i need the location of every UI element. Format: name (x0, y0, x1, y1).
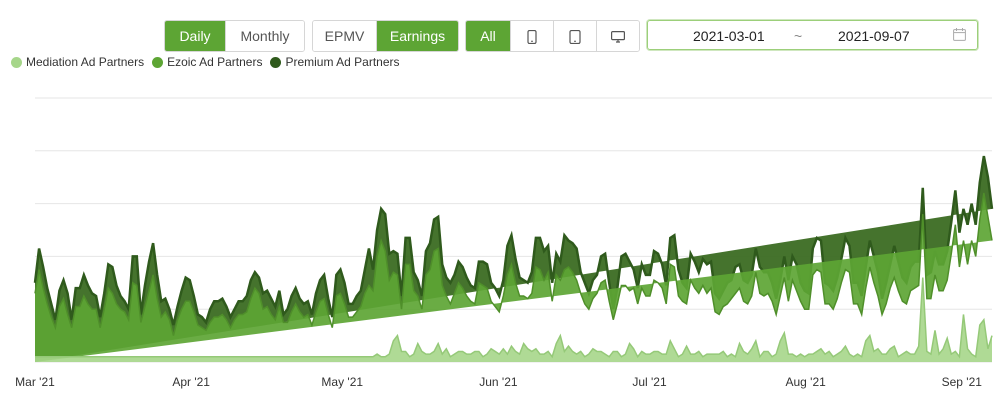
x-tick-label: Jul '21 (632, 375, 667, 389)
date-range-end[interactable]: 2021-09-07 (838, 28, 910, 44)
chart-legend: Mediation Ad Partners Ezoic Ad Partners … (11, 54, 408, 70)
date-range-picker[interactable]: 2021-03-01 ~ 2021-09-07 (647, 20, 978, 50)
toolbar: Daily Monthly EPMV Earnings All 2021-03-… (0, 20, 1000, 52)
desktop-icon (611, 31, 626, 43)
x-tick-label: Apr '21 (172, 375, 210, 389)
area-series-mediation (35, 277, 992, 362)
device-toggle: All (465, 20, 640, 52)
legend-dot-icon (270, 56, 282, 68)
legend-item-ezoic[interactable]: Ezoic Ad Partners (152, 55, 262, 69)
all-devices-button[interactable]: All (466, 21, 511, 51)
mobile-button[interactable] (511, 21, 554, 51)
legend-dot-icon (152, 56, 164, 68)
legend-item-premium[interactable]: Premium Ad Partners (270, 55, 400, 69)
legend-label: Mediation Ad Partners (26, 55, 145, 69)
legend-dot-icon (11, 56, 22, 68)
monthly-button[interactable]: Monthly (226, 21, 304, 51)
line-series-mediation (35, 277, 993, 359)
desktop-button[interactable] (597, 21, 639, 51)
x-tick-label: Mar '21 (15, 375, 55, 389)
legend-label: Ezoic Ad Partners (167, 55, 263, 69)
x-tick-label: Sep '21 (942, 375, 983, 389)
calendar-icon[interactable] (953, 28, 966, 41)
metric-toggle: EPMV Earnings (312, 20, 459, 52)
date-range-separator: ~ (794, 28, 803, 44)
legend-item-mediation[interactable]: Mediation Ad Partners (11, 55, 144, 69)
daily-button[interactable]: Daily (165, 21, 226, 51)
x-tick-label: Jun '21 (479, 375, 518, 389)
earnings-button[interactable]: Earnings (377, 21, 458, 51)
line-series-ezoic (34, 192, 993, 336)
mobile-phone-icon (527, 30, 537, 45)
period-toggle: Daily Monthly (164, 20, 305, 52)
x-tick-label: Aug '21 (785, 375, 826, 389)
tablet-icon (569, 30, 581, 45)
area-series-ezoic (35, 193, 992, 362)
epmv-button[interactable]: EPMV (313, 21, 377, 51)
legend-label: Premium Ad Partners (285, 55, 400, 69)
tablet-button[interactable] (554, 21, 597, 51)
date-range-start[interactable]: 2021-03-01 (693, 28, 765, 44)
x-tick-label: May '21 (321, 375, 363, 389)
area-series-premium (35, 156, 992, 362)
